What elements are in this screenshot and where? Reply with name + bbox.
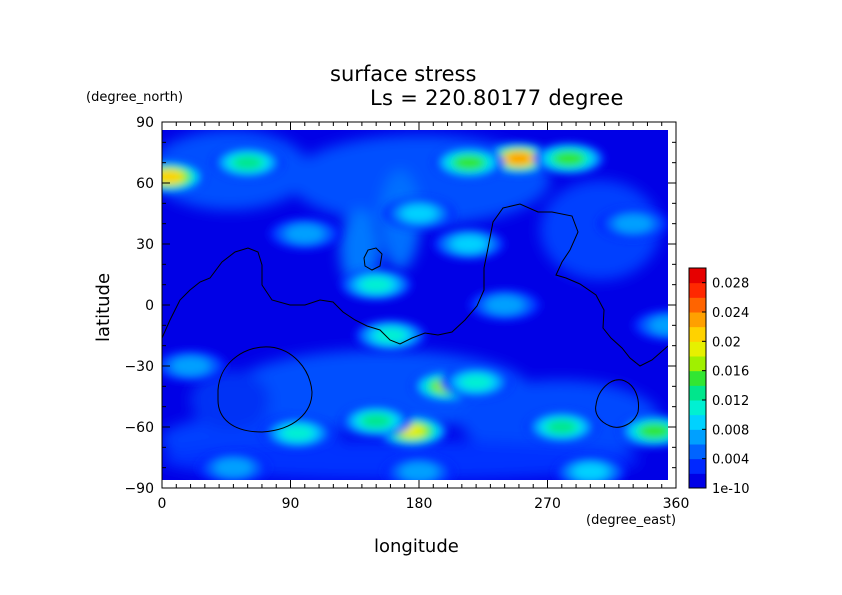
y-axis-unit: (degree_north) — [86, 90, 184, 105]
y-tick-label: 60 — [136, 176, 154, 192]
colorbar-swatch — [689, 268, 706, 284]
x-tick-label: 360 — [663, 496, 690, 512]
y-tick-label: 30 — [136, 237, 154, 253]
colorbar-frame — [688, 267, 707, 489]
hotspot-14 — [432, 228, 505, 260]
hotspot-3 — [162, 160, 206, 193]
y-tick-label: −30 — [124, 359, 154, 375]
contour-south-east — [595, 379, 639, 428]
hotspot-10 — [525, 411, 598, 443]
colorbar-swatch — [689, 326, 706, 342]
colorbar-swatch — [689, 473, 706, 489]
colorbar-swatch — [689, 400, 706, 416]
colorbar-swatch — [689, 370, 706, 386]
hotspot-2 — [532, 142, 605, 175]
colorbar-swatch — [689, 414, 706, 430]
hotspot-15 — [383, 197, 455, 230]
hotspot-6 — [440, 366, 513, 399]
colorbar-tick-label: 0.028 — [712, 277, 749, 292]
chart-subtitle: Ls = 220.80177 degree — [370, 86, 624, 110]
colorbar-swatch — [689, 429, 706, 445]
colorbar-swatch — [689, 341, 706, 357]
hotspot-9 — [618, 415, 668, 448]
colorbar-swatch — [689, 458, 706, 474]
colorbar-swatch — [689, 312, 706, 328]
hotspot-21 — [268, 217, 341, 250]
hotspot-11 — [261, 417, 334, 450]
x-tick-label: 270 — [534, 496, 561, 512]
hotspot-16 — [197, 451, 270, 480]
hotspot-8 — [340, 404, 413, 437]
x-axis-label: longitude — [374, 536, 459, 557]
hotspot-22 — [162, 350, 227, 382]
colorbar-tick-label: 0.004 — [712, 453, 749, 468]
colorbar-tick-label: 0.008 — [712, 423, 749, 438]
colorbar-swatch — [689, 385, 706, 401]
colorbar-swatch — [689, 356, 706, 372]
colorbar-tick-label: 0.016 — [712, 365, 749, 380]
y-tick-label: 90 — [136, 115, 154, 131]
colorbar-swatch — [689, 297, 706, 313]
y-tick-label: 0 — [145, 298, 154, 314]
x-tick-label: 180 — [406, 496, 433, 512]
colorbar-tick-label: 0.02 — [712, 335, 741, 350]
hotspot-17 — [383, 455, 455, 480]
chart-title: surface stress — [330, 62, 477, 86]
colorbar-tick-label: 0.024 — [712, 306, 749, 321]
hotspot-18 — [554, 455, 627, 480]
y-tick-label: −60 — [124, 420, 154, 436]
hotspot-13 — [354, 319, 427, 352]
hotspot-4 — [211, 146, 284, 179]
contour-south-west — [217, 346, 313, 433]
contour-main — [162, 203, 668, 367]
hotspot-19 — [468, 289, 541, 321]
x-tick-label: 90 — [282, 496, 300, 512]
contour-island — [363, 247, 383, 271]
y-tick-label: −90 — [124, 481, 154, 497]
hotspot-1 — [432, 146, 505, 179]
colorbar-swatch — [689, 444, 706, 460]
contour-lines — [162, 203, 668, 433]
hotspot-20 — [597, 207, 668, 240]
hotspot-23 — [632, 309, 668, 342]
colorbar-tick-label: 1e-10 — [712, 482, 750, 497]
colorbar-swatch — [689, 282, 706, 298]
hotspot-12 — [340, 268, 413, 301]
x-axis-unit: (degree_east) — [586, 513, 677, 528]
x-tick-label: 0 — [158, 496, 167, 512]
colorbar-tick-label: 0.012 — [712, 394, 749, 409]
